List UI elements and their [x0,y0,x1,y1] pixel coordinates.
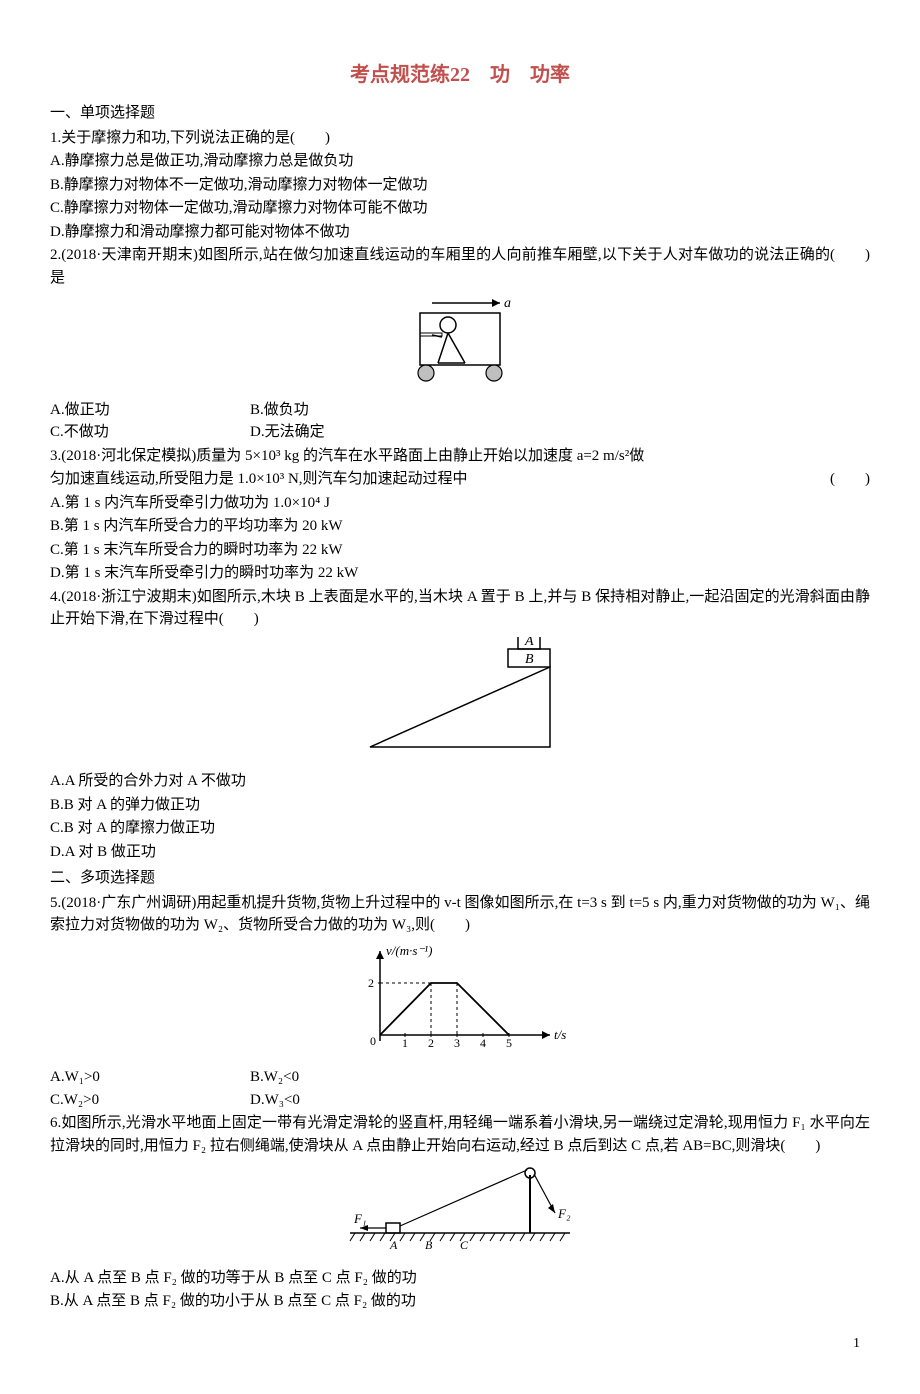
q6-fig-f1: F₁ [353,1211,366,1226]
q6-fig-c: C [460,1238,469,1252]
q2-opts-row2: C.不做功 D.无法确定 [50,421,870,444]
q4-fig-b-label: B [525,652,534,667]
q5-opts-row2: C.W₂>0 D.W₃<0 [50,1089,870,1112]
q5-opt-c: C.W₂>0 [50,1089,250,1112]
q6-fig-f2: F₂ [557,1206,571,1221]
q4-fig-a-label: A [524,637,534,649]
q6-fig-a: A [389,1238,398,1252]
page-number: 1 [50,1333,870,1354]
q3-stem-line1: 3.(2018·河北保定模拟)质量为 5×10³ kg 的汽车在水平路面上由静止… [50,445,870,468]
q4-stem: 4.(2018·浙江宁波期末)如图所示,木块 B 上表面是水平的,当木块 A 置… [50,586,870,631]
q6-opt-b: B.从 A 点至 B 点 F₂ 做的功小于从 B 点至 C 点 F₂ 做的功 [50,1290,870,1313]
q2-stem: 2.(2018·天津南开期末)如图所示,站在做匀加速直线运动的车厢里的人向前推车… [50,244,870,289]
q5-xtick-4: 4 [480,1036,486,1050]
q2-opt-a: A.做正功 [50,399,250,422]
q5-opt-b: B.W₂<0 [250,1066,450,1089]
q5-xlabel: t/s [554,1027,566,1042]
q4-opt-a: A.A 所受的合外力对 A 不做功 [50,770,870,793]
q2-opt-c: C.不做功 [50,421,250,444]
q5-xtick-5: 5 [506,1036,512,1050]
q1-opt-c: C.静摩擦力对物体一定做功,滑动摩擦力对物体可能不做功 [50,197,870,220]
q2-opt-d: D.无法确定 [250,421,450,444]
q3-opt-c: C.第 1 s 末汽车所受合力的瞬时功率为 22 kW [50,539,870,562]
q5-opt-a: A.W₁>0 [50,1066,250,1089]
q6-fig-b: B [425,1238,433,1252]
q2-opts-row1: A.做正功 B.做负功 [50,399,870,422]
q5-stem: 5.(2018·广东广州调研)用起重机提升货物,货物上升过程中的 v-t 图像如… [50,892,870,937]
q5-ylabel: v/(m·s⁻¹) [386,943,433,958]
q5-xtick-0: 0 [370,1034,376,1048]
q1-stem: 1.关于摩擦力和功,下列说法正确的是( ) [50,127,870,150]
q2-opt-b: B.做负功 [250,399,450,422]
q3-opt-a: A.第 1 s 内汽车所受牵引力做功为 1.0×10⁴ J [50,492,870,515]
q6-figure: F₂ F₁ A B C [50,1163,870,1261]
q5-opt-d: D.W₃<0 [250,1089,450,1112]
q2-stem-text: 2.(2018·天津南开期末)如图所示,站在做匀加速直线运动的车厢里的人向前推车… [50,244,830,289]
q5-vt-graph-icon: v/(m·s⁻¹) t/s 0 1 2 3 4 5 2 [350,943,570,1053]
q2-stem-paren: ( ) [830,244,870,289]
q3-opt-b: B.第 1 s 内汽车所受合力的平均功率为 20 kW [50,515,870,538]
q5-xtick-3: 3 [454,1036,460,1050]
q1-opt-d: D.静摩擦力和滑动摩擦力都可能对物体不做功 [50,221,870,244]
q5-figure: v/(m·s⁻¹) t/s 0 1 2 3 4 5 2 [50,943,870,1061]
q1-opt-a: A.静摩擦力总是做正功,滑动摩擦力总是做负功 [50,150,870,173]
q5-opts-row1: A.W₁>0 B.W₂<0 [50,1066,870,1089]
q2-figure: a [50,295,870,393]
q4-opt-d: D.A 对 B 做正功 [50,841,870,864]
q4-figure: B A [50,637,870,765]
q2-cart-icon: a [400,295,520,385]
section-2-heading: 二、多项选择题 [50,867,870,890]
section-1-heading: 一、单项选择题 [50,102,870,125]
q3-stem2-text: 匀加速直线运动,所受阻力是 1.0×10³ N,则汽车匀加速起动过程中 [50,468,830,491]
q6-pulley-icon: F₂ F₁ A B C [330,1163,590,1253]
q4-opt-b: B.B 对 A 的弹力做正功 [50,794,870,817]
q2-fig-a-label: a [504,296,511,311]
page-title: 考点规范练22 功 功率 [50,60,870,90]
q4-opt-c: C.B 对 A 的摩擦力做正功 [50,817,870,840]
q3-stem-line2: 匀加速直线运动,所受阻力是 1.0×10³ N,则汽车匀加速起动过程中 ( ) [50,468,870,491]
q4-incline-icon: B A [360,637,560,757]
q6-stem: 6.如图所示,光滑水平地面上固定一带有光滑定滑轮的竖直杆,用轻绳一端系着小滑块,… [50,1112,870,1157]
q3-stem2-paren: ( ) [830,468,870,491]
q1-opt-b: B.静摩擦力对物体不一定做功,滑动摩擦力对物体一定做功 [50,174,870,197]
q5-ytick-2: 2 [368,976,374,990]
q5-xtick-2: 2 [428,1036,434,1050]
q3-opt-d: D.第 1 s 末汽车所受牵引力的瞬时功率为 22 kW [50,562,870,585]
q5-xtick-1: 1 [402,1036,408,1050]
q6-opt-a: A.从 A 点至 B 点 F₂ 做的功等于从 B 点至 C 点 F₂ 做的功 [50,1267,870,1290]
